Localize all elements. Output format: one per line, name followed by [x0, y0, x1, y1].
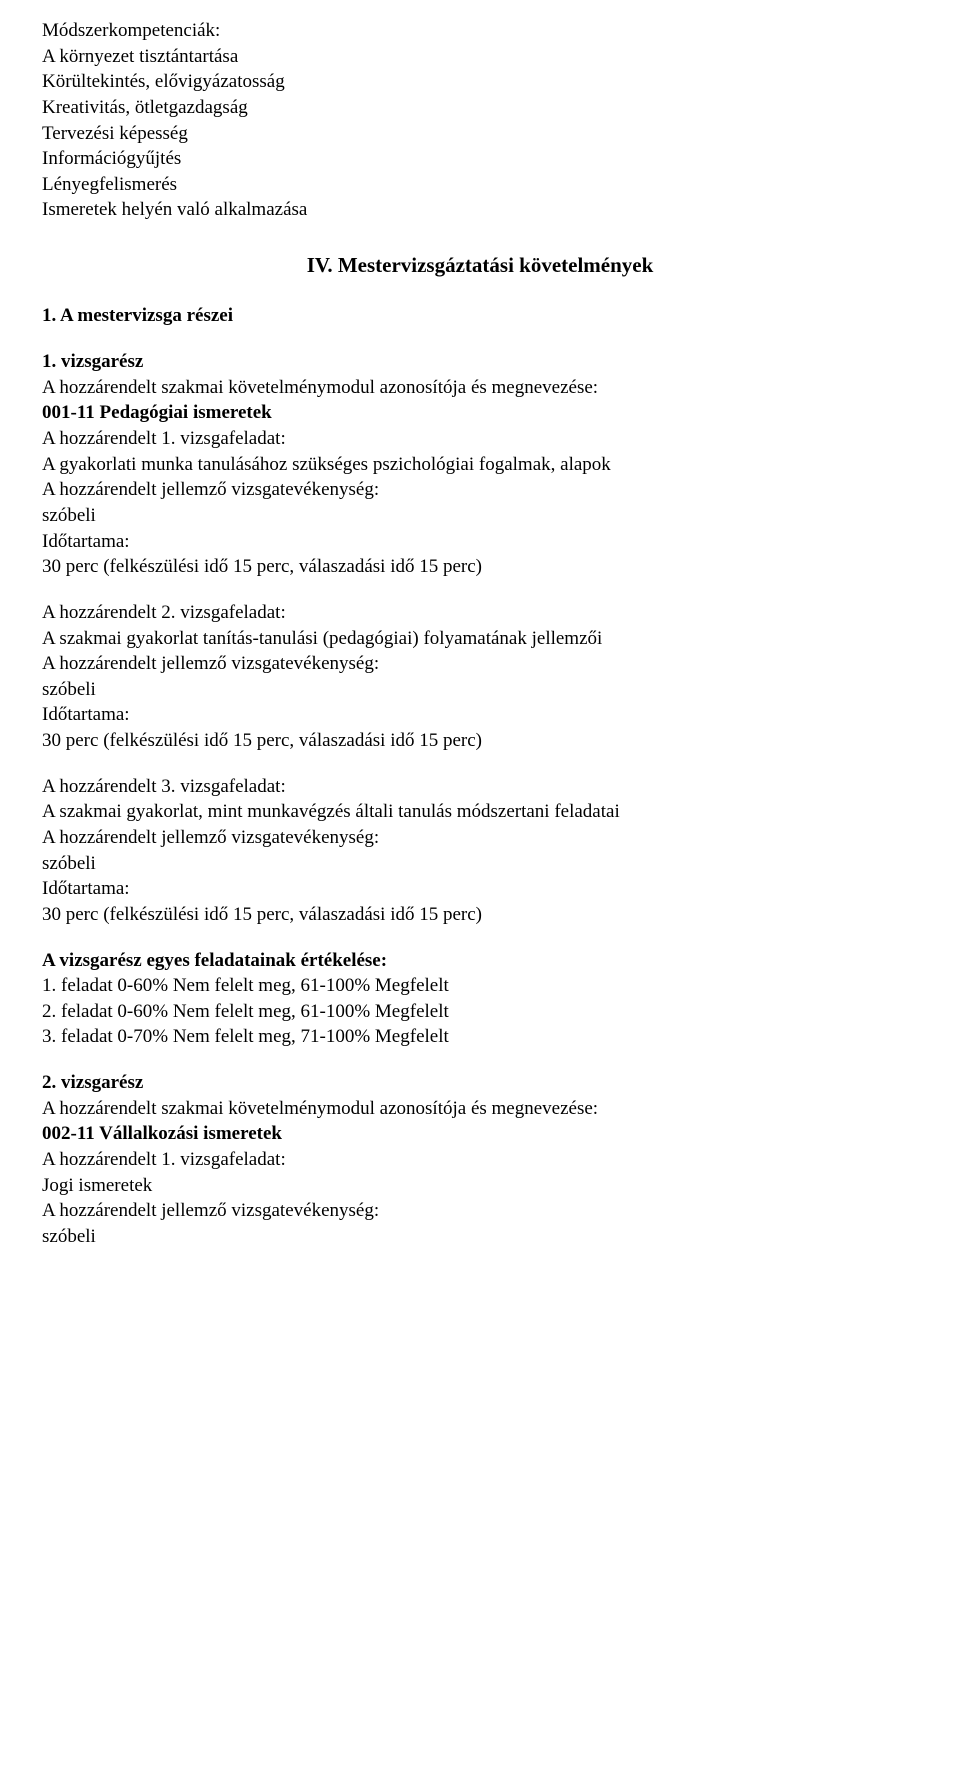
part1-task3-block: A hozzárendelt 3. vizsgafeladat: A szakm…: [42, 774, 918, 928]
competency-item: Kreativitás, ötletgazdagság: [42, 95, 918, 121]
part1-task3-duration: 30 perc (felkészülési idő 15 perc, válas…: [42, 902, 918, 928]
part1-task3-duration-label: Időtartama:: [42, 876, 918, 902]
part2-task1-activity-label: A hozzárendelt jellemző vizsgatevékenysé…: [42, 1198, 918, 1224]
part1-task1-activity-label: A hozzárendelt jellemző vizsgatevékenysé…: [42, 477, 918, 503]
competency-item: Lényegfelismerés: [42, 172, 918, 198]
part1-task1-label: A hozzárendelt 1. vizsgafeladat:: [42, 426, 918, 452]
competency-item: Tervezési képesség: [42, 121, 918, 147]
part1-eval-line: 3. feladat 0-70% Nem felelt meg, 71-100%…: [42, 1024, 918, 1050]
part1-task2-activity-label: A hozzárendelt jellemző vizsgatevékenysé…: [42, 651, 918, 677]
part1-eval-heading: A vizsgarész egyes feladatainak értékelé…: [42, 948, 918, 974]
part1-task1-activity: szóbeli: [42, 503, 918, 529]
part1-heading: 1. vizsgarész: [42, 349, 918, 375]
part2-module-code: 002-11 Vállalkozási ismeretek: [42, 1121, 918, 1147]
part1-task1-duration-label: Időtartama:: [42, 529, 918, 555]
part1-task1-duration: 30 perc (felkészülési idő 15 perc, válas…: [42, 554, 918, 580]
document-page: Módszerkompetenciák: A környezet tisztán…: [0, 0, 960, 1290]
part1-task3-activity-label: A hozzárendelt jellemző vizsgatevékenysé…: [42, 825, 918, 851]
part1-header-block: 1. vizsgarész A hozzárendelt szakmai köv…: [42, 349, 918, 580]
part1-task2-desc: A szakmai gyakorlat tanítás-tanulási (pe…: [42, 626, 918, 652]
part1-eval-line: 2. feladat 0-60% Nem felelt meg, 61-100%…: [42, 999, 918, 1025]
part1-task3-label: A hozzárendelt 3. vizsgafeladat:: [42, 774, 918, 800]
competency-item: Körültekintés, elővigyázatosság: [42, 69, 918, 95]
part1-task2-duration: 30 perc (felkészülési idő 15 perc, válas…: [42, 728, 918, 754]
competency-item: Információgyűjtés: [42, 146, 918, 172]
part1-task2-block: A hozzárendelt 2. vizsgafeladat: A szakm…: [42, 600, 918, 754]
part2-module-line: A hozzárendelt szakmai követelménymodul …: [42, 1096, 918, 1122]
part2-task1-label: A hozzárendelt 1. vizsgafeladat:: [42, 1147, 918, 1173]
part1-task1-desc: A gyakorlati munka tanulásához szükséges…: [42, 452, 918, 478]
part1-eval-block: A vizsgarész egyes feladatainak értékelé…: [42, 948, 918, 1051]
part1-module-line: A hozzárendelt szakmai követelménymodul …: [42, 375, 918, 401]
part1-task2-label: A hozzárendelt 2. vizsgafeladat:: [42, 600, 918, 626]
part1-eval-line: 1. feladat 0-60% Nem felelt meg, 61-100%…: [42, 973, 918, 999]
competency-item: A környezet tisztántartása: [42, 44, 918, 70]
part2-block: 2. vizsgarész A hozzárendelt szakmai köv…: [42, 1070, 918, 1249]
part2-task1-activity: szóbeli: [42, 1224, 918, 1250]
section-title: IV. Mestervizsgáztatási követelmények: [42, 251, 918, 279]
part2-task1-desc: Jogi ismeretek: [42, 1173, 918, 1199]
part1-task3-activity: szóbeli: [42, 851, 918, 877]
competency-item: Ismeretek helyén való alkalmazása: [42, 197, 918, 223]
competencies-heading: Módszerkompetenciák:: [42, 18, 918, 44]
part1-module-code: 001-11 Pedagógiai ismeretek: [42, 400, 918, 426]
part1-task2-activity: szóbeli: [42, 677, 918, 703]
competencies-block: Módszerkompetenciák: A környezet tisztán…: [42, 18, 918, 223]
part1-task3-desc: A szakmai gyakorlat, mint munkavégzés ál…: [42, 799, 918, 825]
part2-heading: 2. vizsgarész: [42, 1070, 918, 1096]
parts-heading: 1. A mestervizsga részei: [42, 303, 918, 329]
part1-task2-duration-label: Időtartama:: [42, 702, 918, 728]
